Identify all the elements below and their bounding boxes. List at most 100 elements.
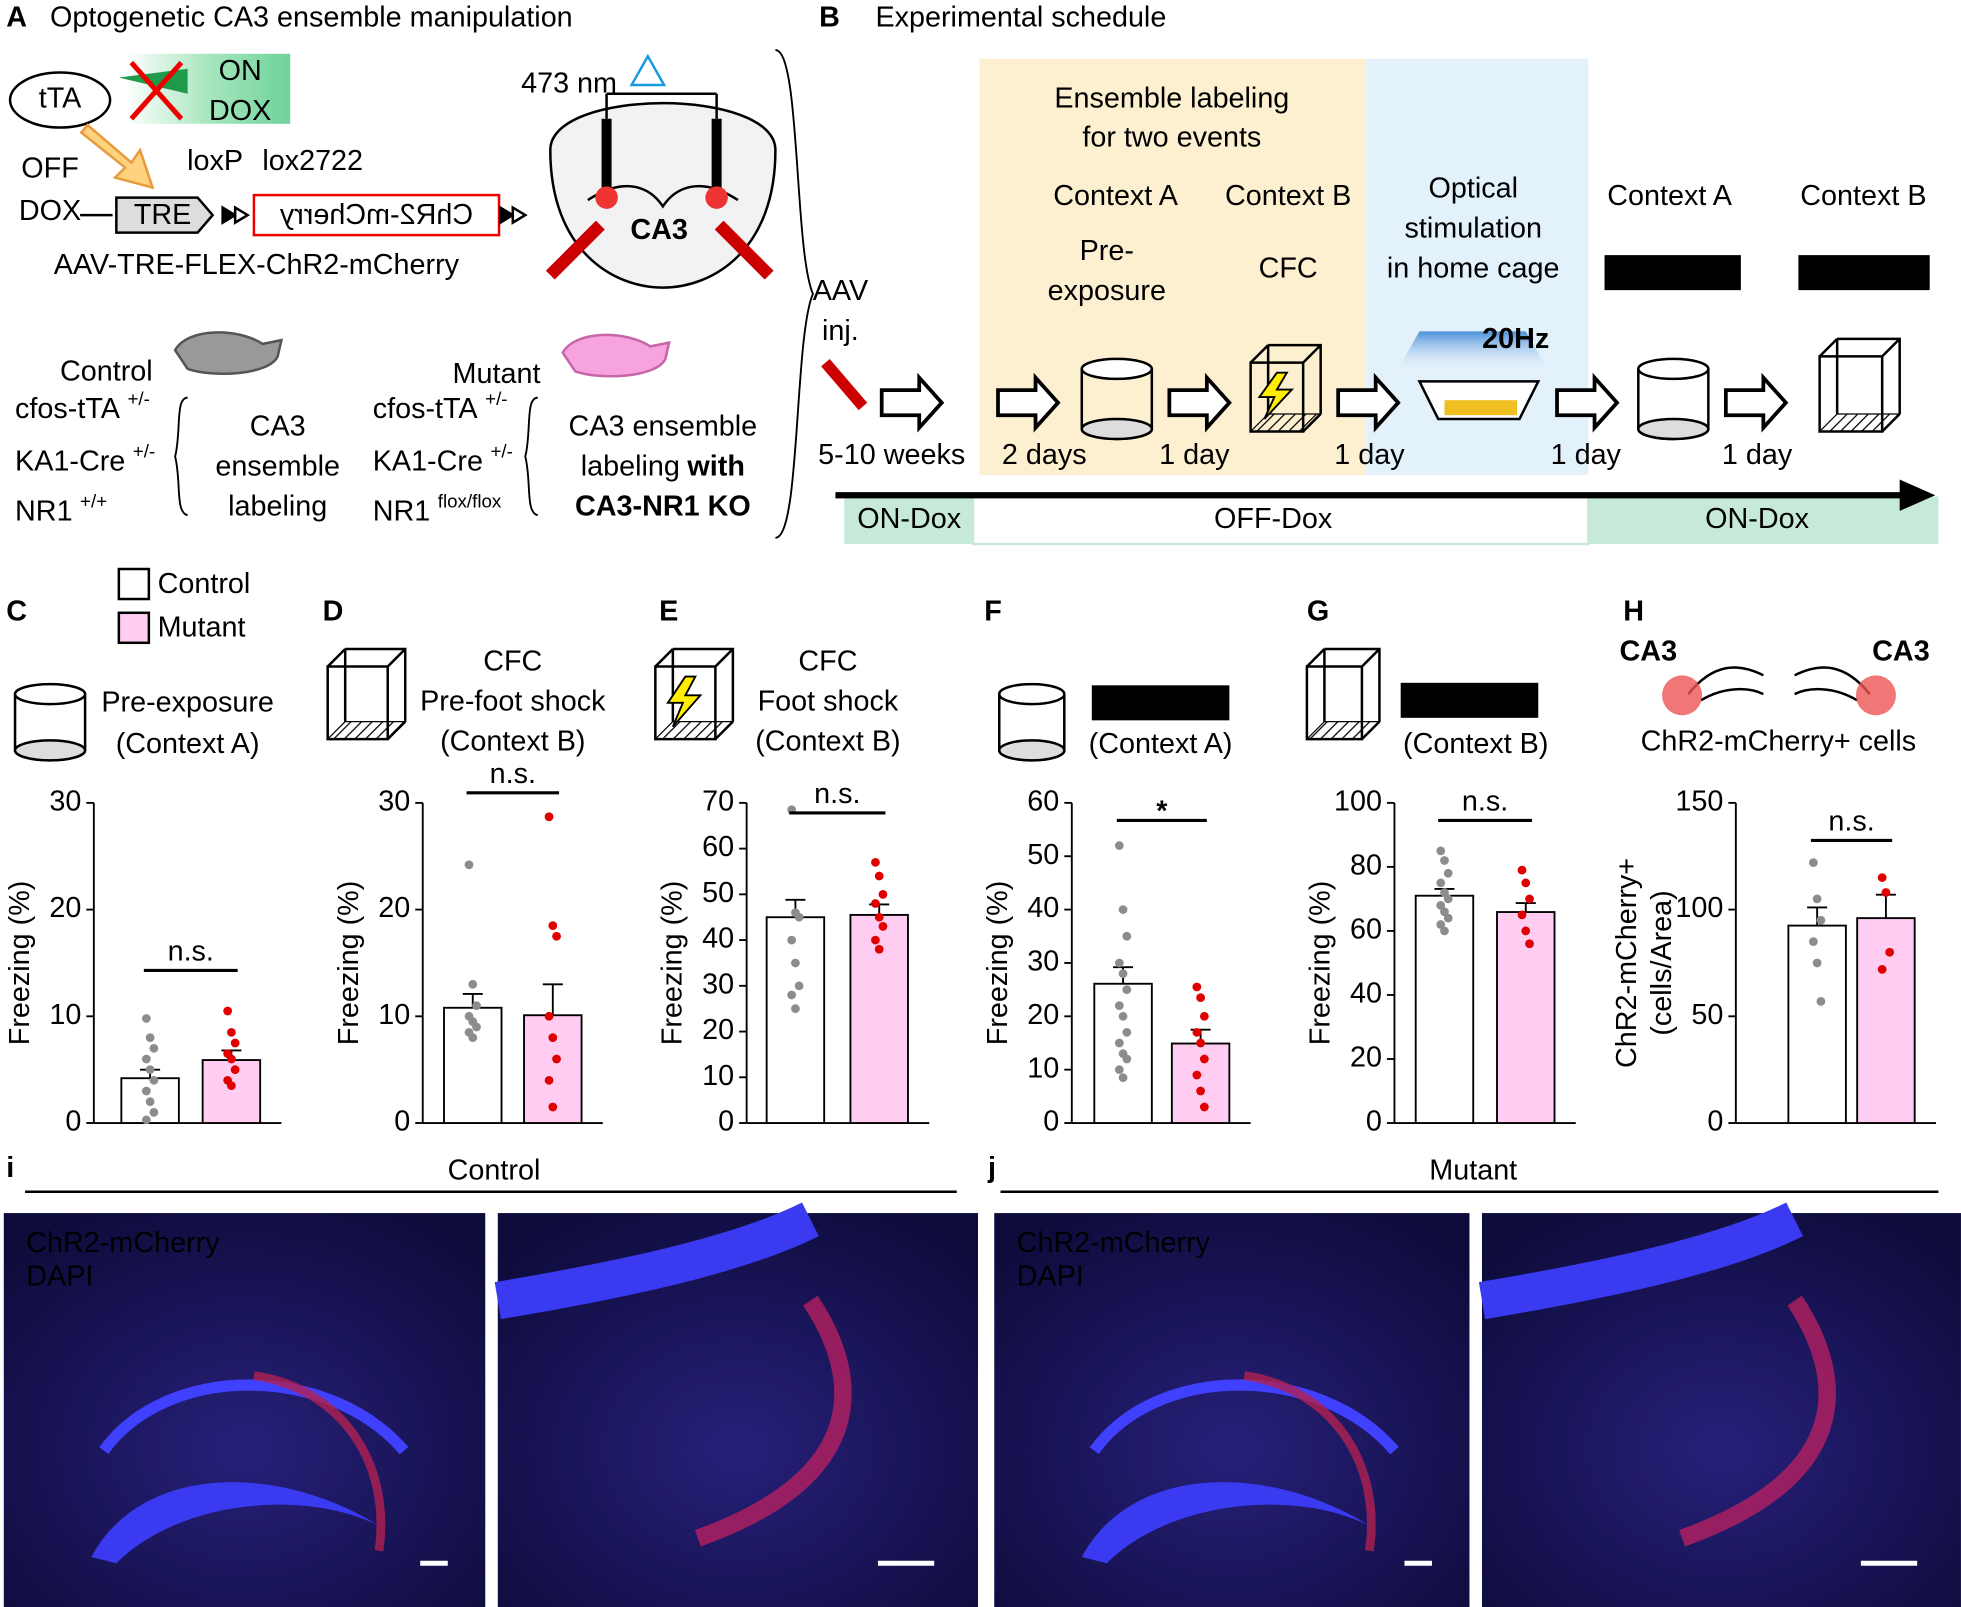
label: 100 — [1334, 785, 1382, 817]
label: 20 — [49, 892, 81, 924]
point — [1436, 920, 1446, 929]
point — [141, 1014, 151, 1023]
point — [548, 1033, 558, 1043]
label: 80 — [1350, 849, 1382, 881]
point — [552, 1054, 561, 1064]
error-bar — [1515, 902, 1536, 913]
label: 10 — [49, 999, 81, 1031]
label: CFC — [798, 645, 857, 677]
icon — [879, 372, 945, 433]
label: ChR2-mCherry+ — [1611, 858, 1643, 1068]
label: 20 — [378, 892, 410, 924]
icon — [1637, 357, 1710, 381]
label: Mutant — [158, 612, 246, 644]
point — [1440, 856, 1449, 865]
point — [1812, 958, 1822, 968]
label: CFC — [483, 645, 542, 677]
label: 0 — [1707, 1106, 1723, 1138]
label: 150 — [1675, 785, 1723, 817]
icon — [1080, 357, 1154, 381]
label: D — [323, 595, 344, 627]
icon — [1855, 675, 1896, 716]
tissue — [253, 1371, 386, 1552]
label: 10 — [702, 1060, 734, 1092]
point — [1114, 841, 1124, 850]
point — [874, 912, 884, 922]
label: Experimental schedule — [875, 1, 1166, 33]
point — [1118, 905, 1128, 914]
label: Context B — [1800, 180, 1926, 212]
label: Test 1 — [1122, 685, 1199, 717]
icon — [1305, 720, 1381, 740]
point — [149, 1075, 159, 1085]
label: 0 — [1366, 1106, 1382, 1138]
point — [1122, 985, 1132, 995]
bar — [1787, 924, 1847, 1124]
point — [1525, 894, 1534, 904]
label: 20Hz — [1482, 323, 1549, 355]
point — [141, 1086, 151, 1096]
label: OFF — [21, 153, 79, 185]
point — [548, 1102, 558, 1112]
point — [145, 1097, 155, 1107]
label: E — [659, 595, 678, 627]
label: 1 day — [1334, 439, 1405, 471]
label: 70 — [702, 785, 734, 817]
allele: flox/flox — [438, 491, 502, 512]
label: 1 day — [1551, 439, 1622, 471]
icon — [1257, 371, 1295, 420]
label: 50 — [1691, 999, 1723, 1031]
label: ChR2-mCherry+ cells — [1641, 725, 1917, 757]
point — [871, 899, 880, 908]
point — [548, 921, 558, 930]
point — [230, 1038, 240, 1048]
tissue — [1081, 1482, 1370, 1564]
label: 40 — [1350, 978, 1382, 1010]
label: ON — [219, 55, 262, 87]
point — [1440, 888, 1449, 897]
tissue — [1243, 1371, 1376, 1552]
label: 100 — [1675, 892, 1723, 924]
label: Test 2 — [1431, 683, 1508, 715]
label: (Context A) — [1089, 728, 1233, 760]
label: Optogenetic CA3 ensemble manipulation — [50, 1, 573, 33]
gene: KA1-Cre — [373, 445, 483, 477]
label: CA3 — [630, 214, 688, 246]
label: G — [1307, 595, 1329, 627]
point — [227, 1054, 236, 1064]
label: exposure — [1048, 275, 1166, 307]
error-bar — [542, 983, 563, 1016]
point — [878, 921, 888, 931]
point — [1436, 900, 1446, 910]
label: Control — [60, 355, 153, 387]
label: Mutant — [453, 358, 541, 390]
icon — [1555, 372, 1620, 433]
gene: cfos-tTA — [15, 393, 121, 425]
label: Freezing (%) — [657, 881, 689, 1046]
point — [1525, 939, 1534, 949]
label: ChR2-mCherry — [279, 199, 473, 231]
title-box — [1091, 685, 1230, 721]
point — [141, 1054, 151, 1064]
label: ChR2-mCherry — [1017, 1227, 1211, 1259]
gene: KA1-Cre — [15, 445, 125, 477]
label: AAV — [813, 275, 869, 307]
label: B — [819, 1, 840, 33]
label: 10 — [378, 999, 410, 1031]
point — [1521, 926, 1531, 936]
label: (Context A) — [116, 728, 260, 760]
label: ON-Dox — [1705, 503, 1809, 535]
label: DAPI — [26, 1261, 93, 1293]
point — [1114, 1065, 1124, 1075]
micrograph — [3, 1213, 486, 1607]
point — [1196, 1038, 1205, 1048]
allele: +/- — [490, 441, 512, 462]
label: DOX — [209, 95, 271, 127]
label: 0 — [718, 1106, 734, 1138]
error-bar — [1875, 893, 1896, 919]
label: * — [1156, 795, 1168, 827]
point — [1199, 1054, 1209, 1064]
point — [472, 1001, 481, 1011]
icon — [998, 682, 1066, 706]
icon — [1723, 372, 1789, 433]
